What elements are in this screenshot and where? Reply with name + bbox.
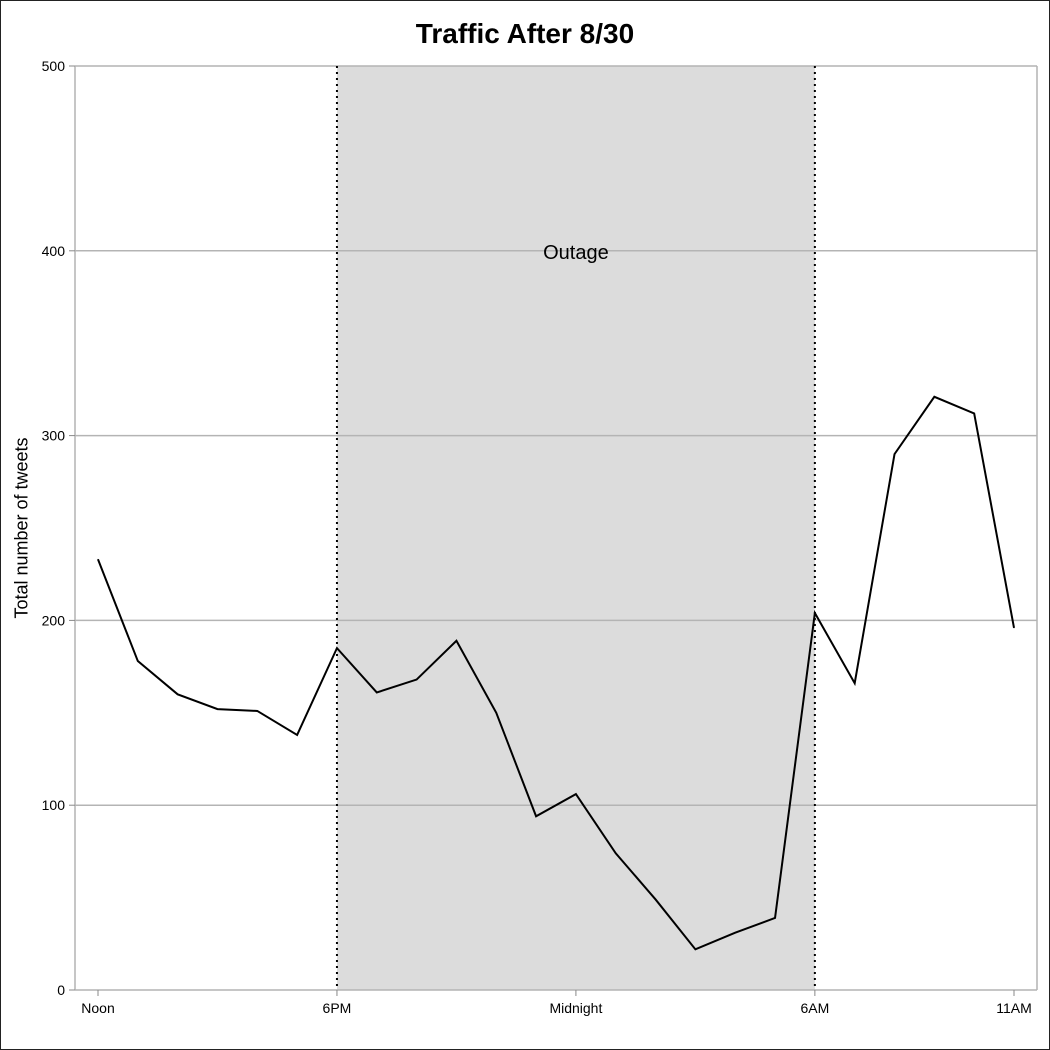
data-point-11	[535, 815, 537, 817]
data-point-16	[734, 932, 736, 934]
data-point-4	[256, 710, 258, 712]
data-point-20	[894, 453, 896, 455]
y-tick-label-500: 500	[42, 58, 66, 74]
y-tick-label-100: 100	[42, 797, 66, 813]
y-tick-label-400: 400	[42, 243, 66, 259]
data-point-22	[973, 412, 975, 414]
chart-title: Traffic After 8/30	[415, 18, 635, 49]
data-point-15	[694, 948, 696, 950]
outage-region	[336, 66, 815, 990]
series-line-0	[97, 395, 1015, 951]
data-point-14	[655, 898, 657, 900]
data-point-18	[814, 612, 816, 614]
data-point-19	[854, 682, 856, 684]
x-tick-label-midnight: Midnight	[549, 1000, 602, 1016]
x-tick-label-noon: Noon	[81, 1000, 114, 1016]
y-tick-label-200: 200	[42, 612, 66, 628]
data-point-6	[336, 647, 338, 649]
data-point-8	[416, 679, 418, 681]
data-point-5	[296, 734, 298, 736]
x-tick-label-6pm: 6PM	[323, 1000, 352, 1016]
data-point-10	[495, 712, 497, 714]
data-point-12	[575, 793, 577, 795]
data-point-2	[177, 693, 179, 695]
y-tick-label-300: 300	[42, 428, 66, 444]
data-point-7	[376, 691, 378, 693]
data-point-3	[216, 708, 218, 710]
y-tick-label-0: 0	[57, 982, 65, 998]
outage-label: Outage	[543, 242, 609, 264]
data-point-1	[137, 660, 139, 662]
x-tick-label-6am: 6AM	[800, 1000, 829, 1016]
data-point-9	[455, 640, 457, 642]
data-point-23	[1013, 627, 1015, 629]
data-point-13	[615, 852, 617, 854]
x-tick-label-11am: 11AM	[996, 1000, 1032, 1016]
data-point-17	[774, 917, 776, 919]
data-point-0	[97, 558, 99, 560]
data-point-21	[933, 396, 935, 398]
